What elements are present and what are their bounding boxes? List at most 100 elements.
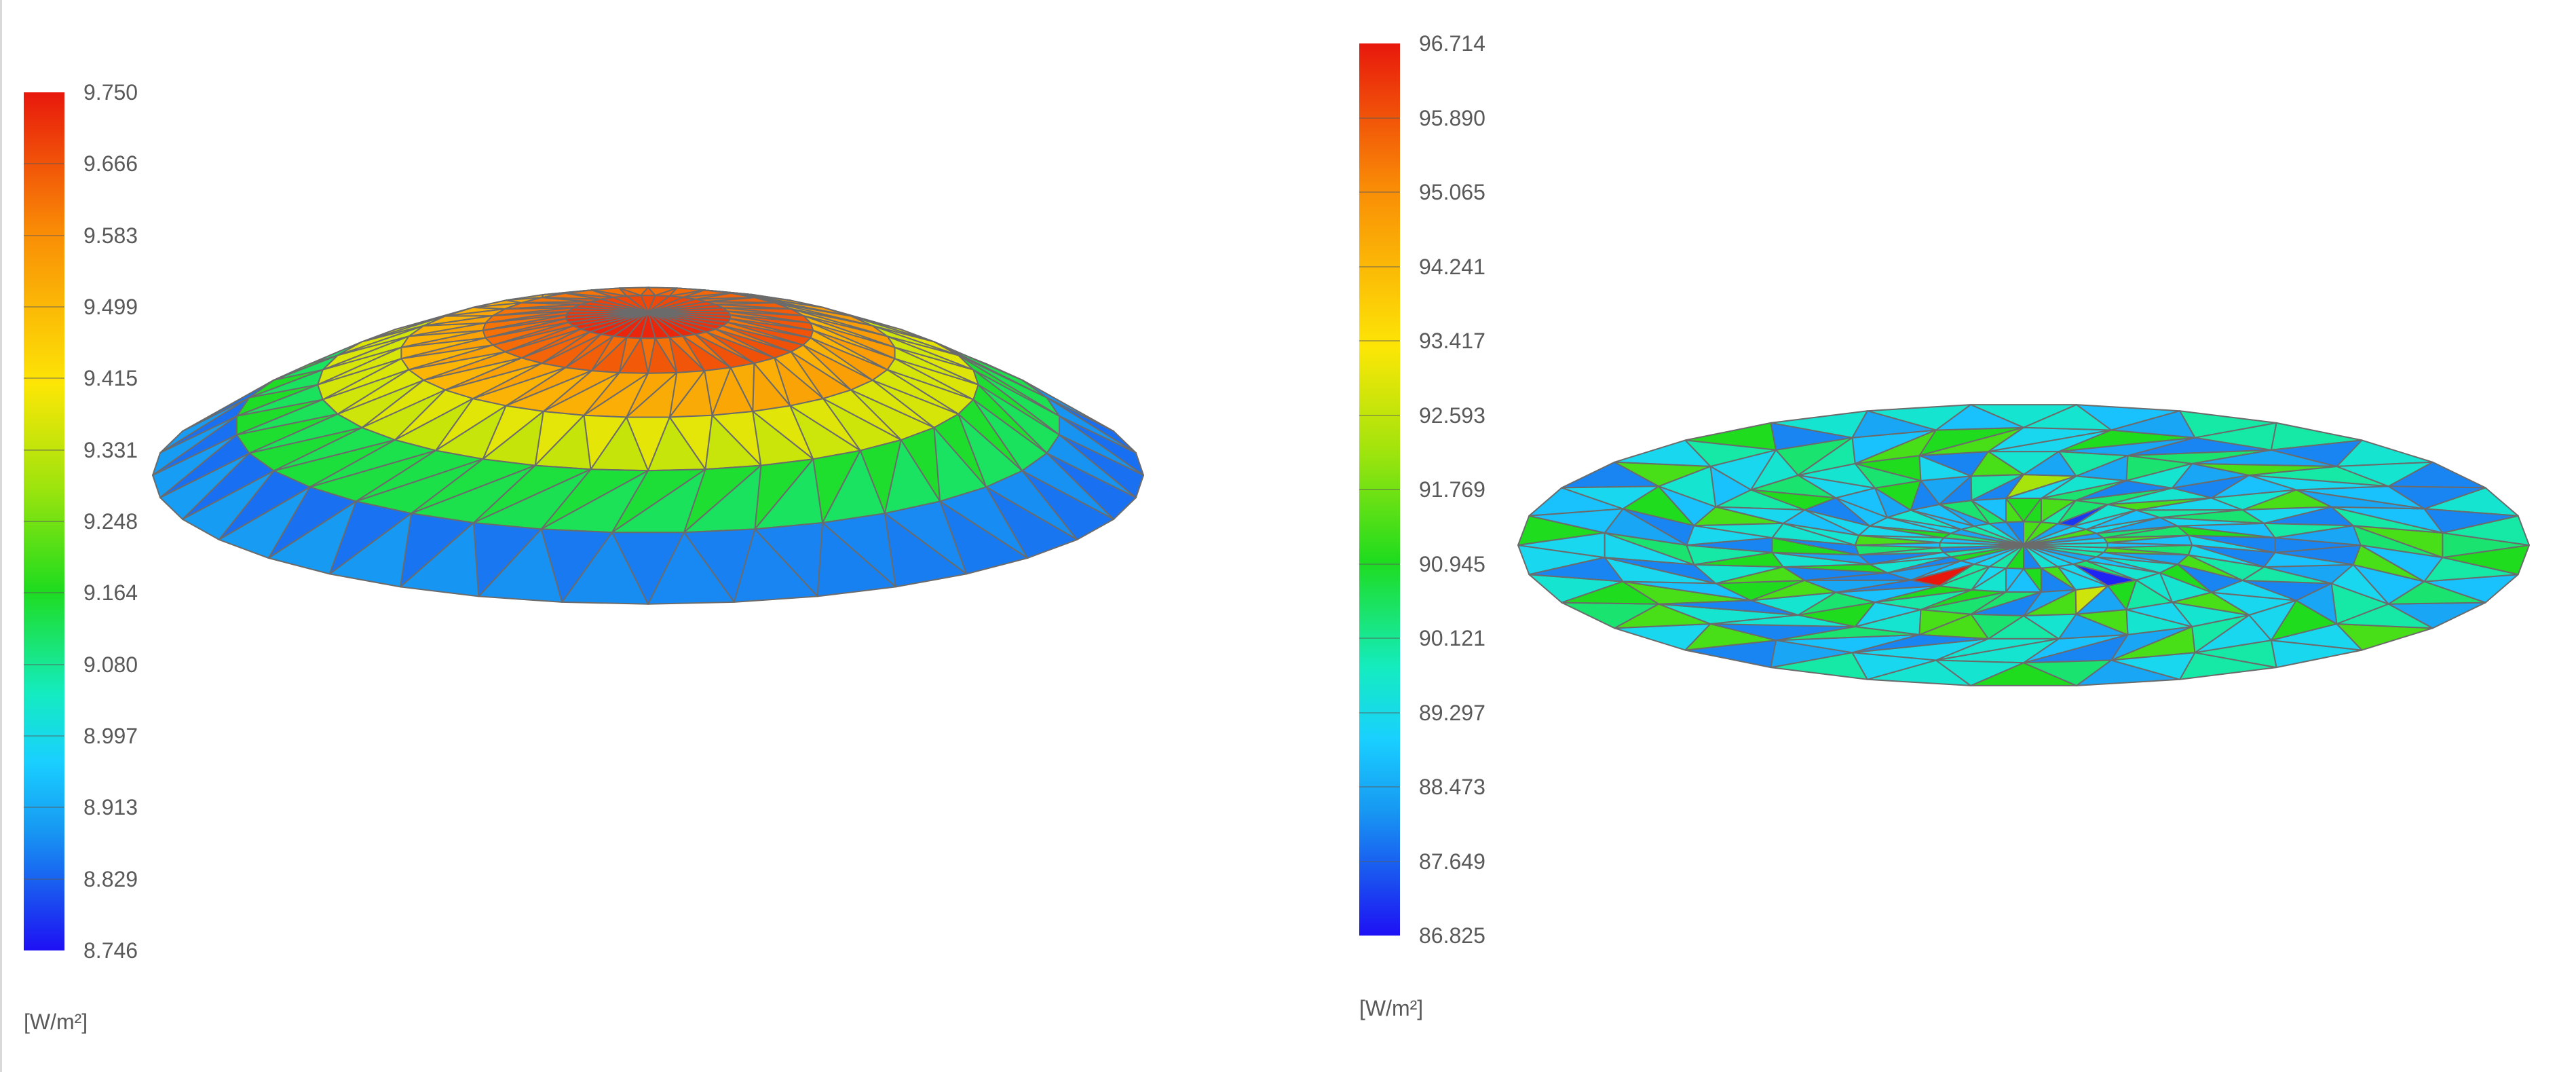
scale-tick-label: 95.890 bbox=[1419, 105, 1485, 130]
mesh-face bbox=[2023, 633, 2129, 664]
mesh-face bbox=[1750, 489, 1837, 511]
mesh-face bbox=[2023, 404, 2113, 431]
color-scale-bar bbox=[24, 92, 64, 950]
mesh-face bbox=[1709, 466, 1752, 508]
mesh-face bbox=[1874, 585, 1973, 604]
mesh-face bbox=[2058, 437, 2196, 457]
mesh-face bbox=[2005, 475, 2077, 499]
mesh-face bbox=[1851, 633, 1990, 654]
mesh-face bbox=[1938, 475, 1973, 505]
mesh-face bbox=[2023, 589, 2077, 616]
mesh-face bbox=[1604, 557, 1717, 585]
unit-label: [W/m²] bbox=[24, 1010, 88, 1034]
mesh-face bbox=[2263, 522, 2354, 539]
scale-tick-label: 94.241 bbox=[1419, 254, 1485, 279]
scale-tick-label: 8.913 bbox=[83, 795, 138, 820]
mesh-face bbox=[400, 522, 480, 597]
scale-tick bbox=[24, 735, 64, 737]
mesh-face bbox=[2005, 498, 2024, 523]
mesh-face bbox=[2005, 567, 2024, 593]
mesh-face bbox=[1854, 462, 1922, 489]
scale-tick bbox=[24, 663, 64, 665]
scale-tick-label: 95.065 bbox=[1419, 180, 1485, 204]
mesh-face bbox=[2085, 517, 2161, 534]
scale-tick bbox=[1359, 860, 1400, 862]
mesh-face bbox=[2210, 580, 2297, 602]
mesh-face bbox=[647, 532, 735, 605]
mesh-face bbox=[1858, 534, 1944, 544]
scale-tick-label: 93.417 bbox=[1419, 329, 1485, 353]
mesh-face bbox=[2387, 485, 2486, 510]
mesh-face bbox=[2075, 455, 2129, 481]
mesh-face bbox=[2241, 506, 2332, 524]
mesh-face bbox=[1920, 589, 2007, 610]
scale-tick-label: 90.121 bbox=[1419, 626, 1485, 650]
scale-tick-label: 8.997 bbox=[83, 724, 138, 748]
mesh-face bbox=[1804, 572, 1912, 581]
mesh-face bbox=[1874, 487, 1912, 519]
left-border bbox=[0, 0, 2, 1072]
mesh-face bbox=[1686, 537, 1773, 553]
mesh-face bbox=[1693, 522, 1784, 539]
scale-tick-label: 9.750 bbox=[83, 80, 138, 105]
scale-tick-label: 9.164 bbox=[83, 580, 138, 606]
scale-tick bbox=[1359, 711, 1400, 714]
color-scale-bar bbox=[1359, 43, 1400, 936]
scale-tick bbox=[24, 878, 64, 880]
mesh-face bbox=[2336, 603, 2433, 629]
mesh-face bbox=[1614, 603, 1711, 629]
mesh-face bbox=[1854, 602, 1922, 628]
mesh-face bbox=[1750, 449, 1799, 491]
mesh-face bbox=[1858, 547, 1944, 556]
scale-tick-label: 8.829 bbox=[83, 866, 138, 891]
mesh-face bbox=[2107, 497, 2212, 511]
mesh-face bbox=[1658, 485, 1717, 527]
mesh-face bbox=[1854, 429, 1937, 464]
mesh-face bbox=[1622, 508, 1695, 546]
mesh-face bbox=[1517, 532, 1606, 559]
scale-tick bbox=[1359, 117, 1400, 119]
mesh-face bbox=[1693, 551, 1784, 568]
dome-mesh bbox=[152, 287, 1144, 605]
mesh-face bbox=[561, 532, 649, 605]
mesh-face bbox=[1614, 461, 1711, 487]
mesh-face bbox=[2172, 475, 2250, 499]
mesh-face bbox=[1970, 613, 2024, 640]
mesh-face bbox=[1971, 474, 2024, 502]
mesh-face bbox=[2352, 544, 2425, 583]
mesh-face bbox=[2263, 551, 2354, 568]
mesh-face bbox=[2187, 544, 2265, 568]
scale-tick-label: 8.746 bbox=[83, 938, 138, 963]
mesh-face bbox=[2107, 579, 2138, 610]
scale-tick bbox=[1359, 265, 1400, 267]
mesh-face bbox=[1938, 563, 1990, 587]
mesh-face bbox=[2110, 410, 2196, 439]
mesh-face bbox=[2040, 500, 2077, 525]
mesh-face bbox=[2072, 509, 2138, 530]
mesh-face bbox=[2159, 517, 2265, 527]
mesh-face bbox=[1918, 455, 1972, 481]
mesh-face bbox=[1988, 429, 2113, 453]
mesh-face bbox=[1970, 451, 2024, 477]
scale-tick-label: 90.945 bbox=[1419, 551, 1485, 576]
mesh-face bbox=[1938, 504, 1990, 527]
mesh-face bbox=[1684, 623, 1777, 651]
mesh-face bbox=[1782, 563, 1889, 574]
scale-tick bbox=[24, 449, 64, 451]
mesh-face bbox=[2295, 489, 2425, 510]
mesh-face bbox=[2110, 652, 2196, 680]
mesh-face bbox=[2295, 583, 2338, 625]
scale-tick bbox=[24, 592, 64, 594]
mesh-face bbox=[2075, 609, 2129, 635]
mesh-face bbox=[2023, 498, 2042, 523]
mesh-face bbox=[328, 513, 413, 588]
mesh-face bbox=[2176, 525, 2276, 539]
mesh-face bbox=[2023, 613, 2077, 640]
scale-tick bbox=[1359, 414, 1400, 416]
mesh-face bbox=[2336, 461, 2433, 487]
mesh-face bbox=[1561, 485, 1660, 510]
mesh-face bbox=[1797, 475, 1876, 499]
mesh-face bbox=[1835, 497, 1889, 527]
mesh-face bbox=[2103, 534, 2189, 544]
scale-tick-label: 9.331 bbox=[83, 437, 138, 462]
